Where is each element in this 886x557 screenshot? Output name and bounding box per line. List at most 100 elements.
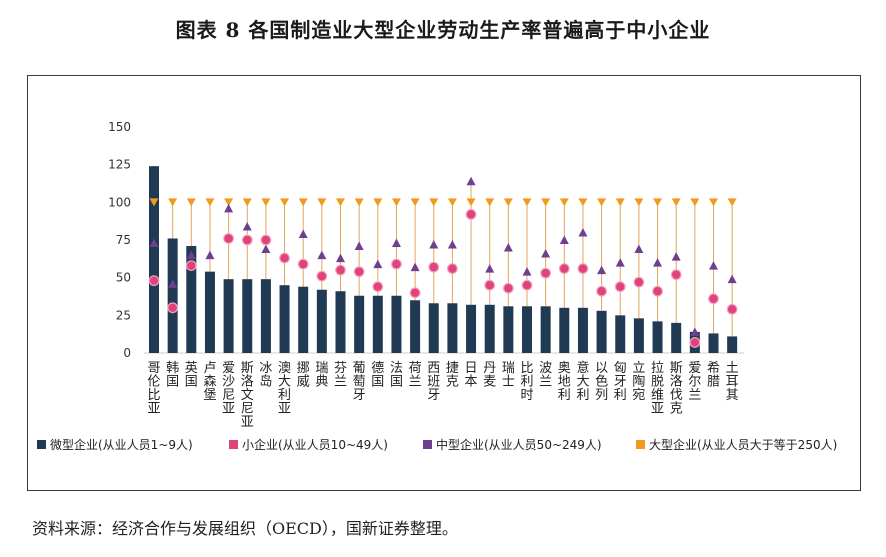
x-tick-label: 挪威 [297, 361, 310, 390]
marker-small [223, 233, 235, 244]
marker-small [484, 279, 496, 291]
bar-micro [204, 271, 215, 353]
x-tick-label: 韩国 [166, 361, 179, 390]
marker-mid [186, 250, 196, 260]
marker-small [335, 264, 346, 276]
x-tick-label: 卢森堡 [203, 360, 216, 403]
bar-micro [354, 295, 365, 353]
marker-large [671, 198, 681, 207]
x-tick-label: 西班牙 [427, 361, 440, 403]
marker-mid [447, 240, 457, 249]
marker-large [280, 198, 290, 207]
y-tick-label: 0 [123, 346, 131, 360]
marker-small [447, 263, 458, 275]
marker-mid [466, 176, 476, 186]
marker-large [317, 198, 327, 207]
bar-micro [727, 336, 738, 353]
y-tick-label: 75 [116, 233, 131, 247]
marker-small [297, 258, 309, 270]
marker-large [354, 198, 364, 207]
marker-mid [261, 244, 271, 254]
bar-micro [316, 289, 327, 353]
legend-swatch-micro [37, 440, 46, 449]
bar-micro [652, 321, 663, 353]
bar-micro [410, 300, 421, 353]
bar-micro [298, 286, 309, 353]
marker-small [596, 285, 607, 297]
marker-mid [429, 240, 439, 249]
bar-micro [335, 291, 346, 353]
marker-mid [224, 203, 234, 213]
legend-swatch-small [229, 440, 238, 449]
marker-large [298, 198, 308, 207]
y-tick-label: 150 [108, 120, 131, 134]
x-tick-label: 拉脱维亚 [651, 361, 664, 417]
bar-micro [223, 279, 234, 353]
bar-micro [242, 279, 253, 353]
marker-large [559, 198, 569, 207]
marker-large [466, 198, 476, 207]
source-note: 资料来源：经济合作与发展组织（OECD），国新证券整理。 [32, 519, 458, 538]
marker-large [261, 198, 271, 207]
marker-large [224, 198, 234, 207]
marker-large [634, 198, 644, 207]
marker-mid [242, 221, 252, 231]
marker-mid [336, 253, 345, 263]
marker-small [577, 263, 589, 275]
marker-small [148, 275, 160, 287]
x-tick-label: 瑞典 [315, 361, 328, 390]
bar-micro [149, 166, 159, 353]
marker-mid [317, 250, 327, 260]
bar-micro [428, 303, 439, 353]
bar-micro [596, 310, 607, 353]
y-tick-label: 50 [116, 271, 131, 285]
x-tick-label: 爱沙尼亚 [222, 361, 235, 417]
marker-small [185, 260, 197, 272]
x-tick-label: 匈牙利 [614, 361, 627, 403]
marker-mid [298, 229, 308, 238]
x-tick-label: 瑞士 [502, 361, 515, 390]
marker-large [149, 198, 159, 207]
marker-small [708, 293, 719, 305]
x-tick-label: 希腊 [707, 361, 720, 390]
marker-mid [373, 259, 383, 269]
x-tick-label: 斯洛文尼亚 [241, 361, 254, 430]
marker-small [633, 276, 645, 288]
x-tick-label: 爱尔兰 [688, 361, 701, 403]
x-tick-label: 立陶宛 [632, 361, 645, 403]
bar-micro [466, 304, 477, 353]
x-tick-label: 哥伦比亚 [147, 361, 160, 417]
marker-small [167, 302, 179, 314]
marker-small [391, 258, 402, 270]
marker-mid [410, 262, 420, 272]
legend-swatch-large [636, 440, 645, 449]
legend-swatch-mid [423, 440, 432, 449]
marker-small [689, 337, 701, 348]
marker-large [168, 198, 178, 207]
x-tick-label: 捷克 [446, 361, 459, 390]
x-tick-label: 日本 [465, 361, 478, 390]
marker-large [541, 198, 551, 207]
marker-large [242, 198, 252, 207]
marker-mid [391, 238, 401, 248]
marker-small [353, 266, 365, 278]
marker-large [391, 198, 401, 207]
marker-small [428, 261, 440, 273]
marker-large [597, 198, 607, 207]
legend-label: 大型企业(从业人员大于等于250人) [649, 437, 837, 452]
marker-mid [709, 261, 718, 270]
bar-micro [372, 295, 383, 353]
marker-mid [615, 258, 625, 267]
bar-micro [484, 304, 495, 353]
marker-large [653, 198, 663, 207]
y-tick-label: 100 [108, 195, 131, 209]
marker-mid [634, 244, 644, 254]
marker-mid [559, 235, 569, 244]
marker-small [726, 303, 738, 315]
y-tick-label: 25 [116, 308, 131, 322]
marker-small [260, 234, 272, 246]
bar-micro [391, 295, 402, 353]
marker-mid [671, 252, 681, 261]
x-tick-label: 法国 [390, 361, 403, 390]
